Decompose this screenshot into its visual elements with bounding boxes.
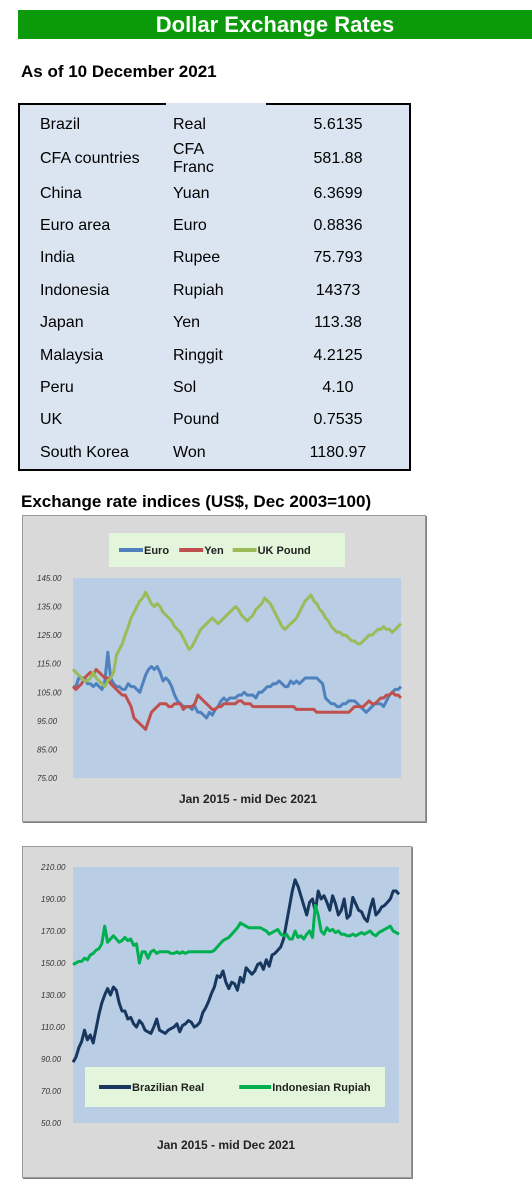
rate-cell: 0.7535: [313, 411, 363, 429]
rates-row: Peru Sol 4.10: [40, 372, 393, 404]
series-line-yen: [71, 667, 403, 731]
y-tick-label: 110.00: [41, 1023, 65, 1032]
legend-label: Euro: [144, 545, 169, 557]
country-cell: Malaysia: [40, 346, 104, 364]
y-tick-label: 105.00: [37, 688, 62, 697]
rate-cell: 5.6135: [313, 116, 363, 134]
y-tick-label: 115.00: [37, 660, 61, 669]
rate-cell: 4.10: [322, 378, 354, 396]
as-of-date: As of 10 December 2021: [21, 62, 217, 81]
y-tick-label: 130.00: [41, 991, 66, 1000]
rate-cell: 0.8836: [313, 216, 363, 234]
rates-row: UK Pound 0.7535: [40, 404, 393, 436]
rate-cell: 113.38: [314, 314, 362, 332]
major-currencies-index-chart: 145.00 135.00 125.00 115.00 105.00 95.00 85.00…: [37, 533, 403, 806]
rate-cell: 75.793: [313, 249, 363, 267]
y-tick-label: 145.00: [37, 574, 62, 583]
rates-row: Malaysia Ringgit 4.2125: [40, 339, 393, 371]
legend-label: Indonesian Rupiah: [272, 1082, 371, 1094]
rate-cell: 6.3699: [313, 184, 363, 202]
y-tick-label: 50.00: [41, 1119, 62, 1128]
currency-cell: Rupiah: [173, 281, 224, 299]
exchange-rates-table: Brazil Real 5.6135 CFA countries CFA Franc 581…: [40, 109, 393, 469]
exchange-rates-panel: Brazil Real 5.6135 CFA countries CFA Franc 581…: [18, 103, 411, 471]
country-cell: Peru: [40, 378, 74, 396]
rate-cell: 14373: [315, 281, 361, 299]
currency-cell: Euro: [173, 216, 207, 234]
y-tick-label: 150.00: [41, 959, 66, 968]
rates-row: Brazil Real 5.6135: [40, 109, 393, 141]
country-cell: Japan: [40, 314, 84, 332]
rate-cell: 4.2125: [313, 346, 363, 364]
rates-row: CFA countries CFA Franc 581.88: [40, 141, 393, 177]
series-line-indonesian-rupiah: [72, 903, 400, 966]
legend-box: [85, 1067, 385, 1107]
currency-cell: CFA Franc: [173, 141, 214, 177]
chart-frame-emerging-currencies: 210.00 190.00 170.00 150.00 130.00 110.00 90.0…: [22, 846, 412, 1178]
series-line-uk-pound: [71, 590, 403, 689]
currency-cell: Won: [173, 443, 206, 461]
y-tick-label: 70.00: [41, 1087, 62, 1096]
currency-cell: Yuan: [173, 184, 210, 202]
x-axis-label: Jan 2015 - mid Dec 2021: [157, 1138, 295, 1152]
chart-frame-major-currencies: 145.00 135.00 125.00 115.00 105.00 95.00 85.00…: [22, 515, 426, 822]
rates-row: Indonesia Rupiah 14373: [40, 275, 393, 307]
rate-cell: 1180.97: [309, 443, 367, 461]
y-tick-label: 75.00: [37, 774, 58, 783]
y-tick-label: 170.00: [41, 927, 66, 936]
y-tick-label: 95.00: [37, 717, 58, 726]
plot-area: [73, 578, 401, 778]
rates-row: Japan Yen 113.38: [40, 307, 393, 339]
legend-box: [109, 533, 345, 567]
currency-cell: Sol: [173, 378, 197, 396]
country-cell: Brazil: [40, 116, 81, 134]
legend-label: UK Pound: [258, 545, 311, 557]
page-banner: Dollar Exchange Rates: [18, 10, 532, 39]
y-tick-label: 190.00: [41, 895, 66, 904]
country-cell: CFA countries: [40, 150, 140, 168]
legend-label: Yen: [204, 545, 224, 557]
country-cell: India: [40, 249, 75, 267]
rates-row: India Rupee 75.793: [40, 242, 393, 274]
rates-row: South Korea Won 1180.97: [40, 437, 393, 469]
indices-title: Exchange rate indices (US$, Dec 2003=100…: [21, 492, 372, 511]
page-title: Dollar Exchange Rates: [155, 12, 395, 37]
rates-row: Euro area Euro 0.8836: [40, 210, 393, 242]
y-tick-label: 85.00: [37, 745, 58, 754]
rate-cell: 581.88: [313, 150, 363, 168]
y-tick-label: 125.00: [37, 631, 62, 640]
series-line-euro: [73, 650, 403, 720]
legend-label: Brazilian Real: [132, 1082, 204, 1094]
country-cell: UK: [40, 411, 63, 429]
currency-cell: Real: [173, 116, 206, 134]
x-axis-label: Jan 2015 - mid Dec 2021: [179, 792, 317, 806]
country-cell: China: [40, 184, 82, 202]
rates-row: China Yuan 6.3699: [40, 177, 393, 209]
currency-cell: Yen: [173, 314, 200, 332]
emerging-currencies-index-chart: 210.00 190.00 170.00 150.00 130.00 110.00 90.0…: [40, 863, 401, 1152]
rates-table-body: Brazil Real 5.6135 CFA countries CFA Franc 581…: [40, 109, 393, 469]
currency-cell: Pound: [173, 411, 220, 429]
country-cell: Euro area: [40, 216, 111, 234]
country-cell: South Korea: [40, 443, 129, 461]
currency-cell: Rupee: [173, 249, 221, 267]
series-line-brazilian-real: [71, 878, 401, 1063]
y-tick-label: 210.00: [40, 863, 66, 872]
currency-cell: Ringgit: [173, 346, 223, 364]
country-cell: Indonesia: [40, 281, 110, 299]
y-tick-label: 90.00: [41, 1055, 62, 1064]
y-tick-label: 135.00: [37, 603, 62, 612]
